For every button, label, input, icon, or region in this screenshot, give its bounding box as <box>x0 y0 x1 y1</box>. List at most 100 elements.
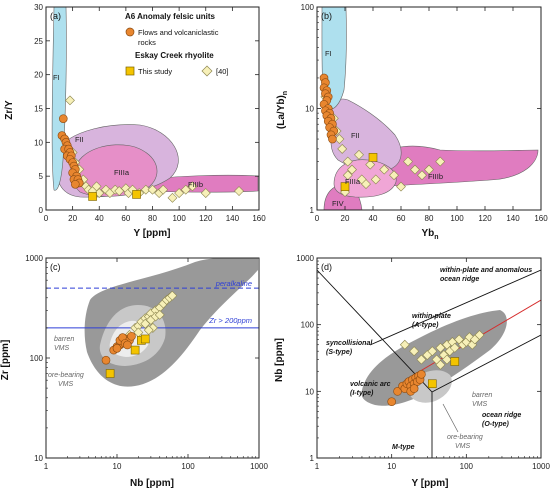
legend-item-flows: Flows and volcaniclastic rocks <box>138 28 221 47</box>
y-tick-label: 10 <box>34 138 43 147</box>
x-tick-label: 1000 <box>532 462 550 471</box>
within-plate-anomalous-label: within-plate and anomalous ocean ridge <box>440 267 532 283</box>
legend: A6 Anomaly felsic units Flows and volcan… <box>125 12 229 77</box>
panel-a-xlabel: Y [ppm] <box>133 228 170 239</box>
y-tick-label: 1000 <box>25 254 43 263</box>
x-tick-label: 20 <box>68 214 77 223</box>
barren-vms-label-d-line2: VMS <box>472 401 488 408</box>
y-tick-label: 100 <box>301 321 315 330</box>
barren-vms-label-c-line1: barren <box>54 336 74 343</box>
panel-d-label: (d) <box>321 262 332 272</box>
y-tick-label: 10 <box>305 387 314 396</box>
panel-b: 0 20 40 60 80 100 120 140 160 1 10 100 (b) FI FII F… <box>276 3 548 241</box>
y-tick-label: 1 <box>310 454 315 463</box>
data-point-square <box>340 182 350 191</box>
y-tick-label: 15 <box>34 105 43 114</box>
y-tick-label: 1000 <box>296 254 314 263</box>
data-point-square <box>88 192 97 201</box>
data-point-diamond <box>94 188 105 199</box>
y-tick-label: 100 <box>301 3 315 12</box>
data-point-diamond <box>417 170 427 181</box>
field-label-fi-b: FI <box>325 49 332 58</box>
data-point-diamond <box>158 184 169 195</box>
legend-square-marker <box>125 66 135 76</box>
data-point-diamond <box>154 309 165 320</box>
panel-d-points <box>387 330 485 406</box>
data-point-diamond <box>409 346 420 357</box>
volcanic-arc-label-line2: (I-type) <box>350 390 374 397</box>
legend-item-this-study: This study <box>138 67 172 76</box>
data-point-diamond <box>65 95 75 106</box>
data-point-diamond <box>442 354 452 365</box>
data-point-diamond <box>91 181 102 192</box>
within-plate-label-line1: within-plate <box>412 313 451 320</box>
data-point-circle <box>101 355 111 365</box>
x-tick-label: 1 <box>44 462 49 471</box>
data-point-circle <box>59 114 68 123</box>
panel-c-points <box>101 290 178 378</box>
panel-b-ticks: 0 20 40 60 80 100 120 140 160 1 10 100 <box>301 3 549 223</box>
panel-d-xlabel: Y [ppm] <box>411 478 448 489</box>
field-label-fii-a: FII <box>75 135 84 144</box>
panel-a-points <box>57 95 244 203</box>
boundary-line-1 <box>317 269 433 393</box>
data-point-diamond <box>167 192 178 203</box>
barren-vms-label-d-line1: barren <box>472 392 492 399</box>
data-point-diamond <box>187 181 198 192</box>
data-point-diamond <box>147 184 158 195</box>
x-tick-label: 10 <box>113 462 122 471</box>
x-tick-label: 120 <box>478 214 492 223</box>
data-point-diamond <box>435 342 446 353</box>
legend-circle-marker <box>125 27 135 37</box>
data-point-diamond <box>410 164 420 175</box>
x-tick-label: 100 <box>450 214 464 223</box>
data-point-square <box>368 153 378 162</box>
ore-vms-label-d-line2: VMS <box>455 443 471 450</box>
panel-a-label: (a) <box>50 11 61 21</box>
y-tick-label: 0 <box>39 206 44 215</box>
panel-b-xlabel-sub: n <box>434 234 438 241</box>
data-point-diamond <box>403 156 413 167</box>
panel-a: 0 20 40 60 80 100 120 140 160 0 5 10 15 20 25 30 (a) FI… <box>4 3 266 239</box>
x-tick-label: 140 <box>506 214 520 223</box>
barren-vms-label-c-line2: VMS <box>54 345 70 352</box>
legend-group1-title: A6 Anomaly felsic units <box>125 12 216 21</box>
panel-d-fields <box>317 269 541 458</box>
volcanic-arc-label-line1: volcanic arc <box>350 381 391 388</box>
m-type-label: M-type <box>392 444 415 451</box>
ore-vms-label-c-line2: VMS <box>58 381 74 388</box>
field-label-fiiia-b: FIIIa <box>345 177 361 186</box>
data-point-diamond <box>167 290 178 301</box>
data-point-diamond <box>174 188 185 199</box>
field-fii-b <box>328 98 402 171</box>
boundary-line-4 <box>369 269 541 346</box>
y-tick-label: 20 <box>34 71 43 80</box>
volcanic-arc-label: volcanic arc (I-type) <box>350 381 391 397</box>
data-point-circle <box>70 179 80 189</box>
data-point-square <box>140 334 150 344</box>
y-tick-label: 1 <box>310 206 315 215</box>
data-point-square <box>130 345 140 355</box>
x-tick-label: 1000 <box>250 462 268 471</box>
data-point-circle <box>112 344 122 353</box>
data-point-circle <box>123 340 132 350</box>
x-tick-label: 100 <box>172 214 186 223</box>
data-point-diamond <box>140 184 151 195</box>
data-point-diamond <box>396 181 406 192</box>
data-point-diamond <box>200 188 211 199</box>
panel-d: 1 10 100 1000 1 10 100 1000 (d) within-plate an… <box>274 254 550 489</box>
field-label-fi-a: FI <box>53 73 60 82</box>
y-tick-label: 5 <box>39 172 44 181</box>
data-point-square <box>132 190 141 199</box>
field-label-fiv: FIV <box>332 199 344 208</box>
data-point-diamond <box>234 186 244 196</box>
ore-vms-label-c-line1: ore-bearing <box>48 372 84 379</box>
data-point-circle <box>328 134 337 144</box>
data-point-diamond <box>379 164 390 175</box>
data-point-diamond <box>180 184 191 195</box>
barren-vms-label-c: barren VMS <box>54 336 74 352</box>
within-plate-anomalous-label-line1: within-plate and anomalous <box>440 267 532 274</box>
legend-group2-title: Eskay Creek rhyolite <box>135 51 214 60</box>
